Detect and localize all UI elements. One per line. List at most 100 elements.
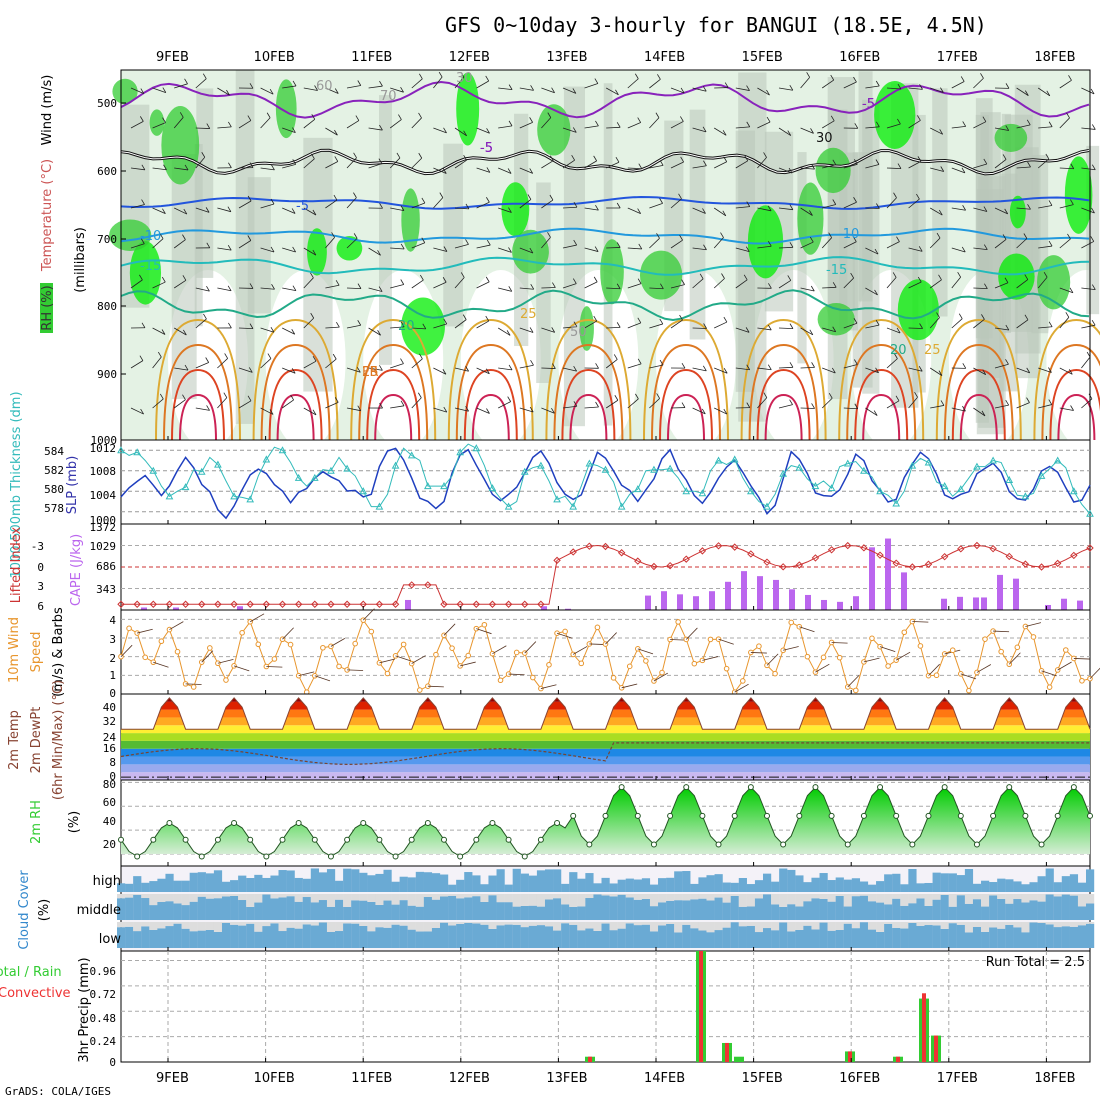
wind-speed-point <box>869 635 875 642</box>
contour-label: 50 <box>570 325 587 340</box>
wind-barb-flag <box>1005 324 1010 331</box>
cloud-gap <box>787 922 796 932</box>
cloud-bar <box>141 926 150 948</box>
wind-barb-flag <box>572 127 577 133</box>
cloud-bar <box>1021 932 1030 948</box>
li-point <box>1005 552 1013 561</box>
wind-barb <box>519 364 534 369</box>
wind-barb <box>250 613 265 623</box>
wind-barb <box>1038 245 1053 249</box>
wind-barb-flag <box>723 408 728 415</box>
wind-barb-flag <box>810 285 815 292</box>
wind-barb <box>692 207 706 214</box>
wind-barb-flag <box>206 285 210 292</box>
thickness-point <box>1021 492 1030 500</box>
cape-bar <box>805 594 811 610</box>
wind-barb <box>1059 79 1072 89</box>
cloud-bar <box>335 931 344 948</box>
wind-barb-flag <box>182 394 186 400</box>
wind-barb-flag <box>960 76 965 82</box>
cloud-bar <box>536 870 546 892</box>
wind-barb <box>714 367 728 374</box>
wind-barb-flag <box>1090 236 1095 242</box>
wind-barb-flag <box>530 284 535 290</box>
cape-bar <box>869 547 875 610</box>
cloud-gap <box>674 894 683 901</box>
cloud-bar <box>771 904 780 920</box>
wind-speed-point <box>578 660 585 667</box>
contour-label: 25 <box>924 343 941 358</box>
cloud-gap <box>504 894 513 903</box>
cloud-bar <box>811 898 820 920</box>
wind-barb-flag <box>228 121 232 128</box>
wind-barb-flag <box>162 208 166 214</box>
wind-barb-flag <box>357 320 362 326</box>
wind-barb-flag <box>1005 83 1010 89</box>
li-point <box>860 544 868 552</box>
wind-barb-flag <box>1005 399 1010 406</box>
wind-barb-flag <box>529 247 534 254</box>
cloud-bar <box>375 904 384 920</box>
wind-barb <box>390 363 404 369</box>
wind-barb-flag <box>249 323 254 329</box>
wind-barb-flag <box>789 399 793 405</box>
thickness-point <box>537 461 545 469</box>
cloud-gap <box>318 894 328 901</box>
wind-barb-flag <box>940 400 945 406</box>
wind-barb-flag <box>292 246 296 253</box>
cloud-gap <box>246 894 255 907</box>
wind-barb <box>362 608 375 621</box>
wind-barb-flag <box>206 242 211 249</box>
wind-barb-flag <box>162 117 166 123</box>
contour-label: FR <box>362 365 379 380</box>
wind-barb-flag <box>875 319 880 326</box>
cloud-gap <box>335 922 344 932</box>
wind-barb <box>195 78 207 89</box>
wind-barb-flag <box>314 85 318 91</box>
wind-barb-flag <box>224 353 228 359</box>
thickness-point <box>456 448 464 456</box>
wind-barb <box>929 317 940 329</box>
wind-barb-flag <box>529 406 534 413</box>
date-label-bottom: 11FEB <box>351 1071 392 1086</box>
wind-barb <box>562 367 577 372</box>
wind-barb <box>627 78 639 89</box>
wind-barb <box>930 127 943 135</box>
cloud-bar <box>278 931 287 948</box>
date-label-top: 18FEB <box>1034 50 1075 65</box>
wind-barb-flag <box>573 365 577 372</box>
wind-barb-flag <box>159 233 164 239</box>
rh-saturated-area <box>994 123 1028 152</box>
wind-barb <box>476 320 489 329</box>
wind-barb-flag <box>508 207 512 213</box>
cloud-gap <box>1069 894 1079 896</box>
wind-tick: 0 <box>109 687 116 700</box>
wind-barb-flag <box>529 327 534 333</box>
cloud-bar <box>981 880 990 892</box>
wind-barb <box>1059 317 1070 329</box>
thickness-point <box>133 448 141 456</box>
wind-barb <box>562 206 578 209</box>
date-label-bottom: 17FEB <box>937 1071 978 1086</box>
wind-barb <box>843 241 857 249</box>
temp-contour-warm <box>447 318 534 441</box>
cloud-gap <box>884 922 893 924</box>
cloud-gap <box>964 922 974 933</box>
wind-barb <box>411 117 422 129</box>
cloud-bar <box>625 923 634 948</box>
cloud-bar <box>254 931 263 948</box>
wind-barb-flag <box>1026 367 1031 374</box>
cloud-bar <box>884 874 893 892</box>
cloud-gap <box>819 922 828 923</box>
wind-barb <box>325 237 335 249</box>
rh-moist-area <box>171 154 197 400</box>
contour-label: -10 <box>838 227 859 242</box>
wind-barb-flag <box>140 88 145 94</box>
cape-bar <box>941 598 947 610</box>
wind-speed-point <box>756 643 762 650</box>
cloud-gap <box>318 922 328 923</box>
li-point <box>811 554 820 562</box>
cloud-gap <box>617 894 626 895</box>
cloud-bar <box>213 870 223 892</box>
date-label-top: 16FEB <box>839 50 880 65</box>
